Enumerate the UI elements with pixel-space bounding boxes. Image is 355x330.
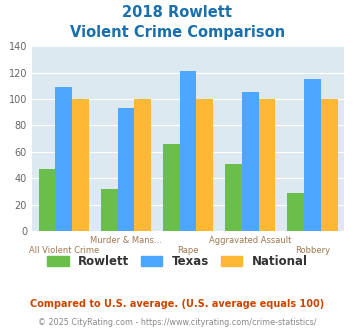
Bar <box>288 193 304 231</box>
Text: Compared to U.S. average. (U.S. average equals 100): Compared to U.S. average. (U.S. average … <box>31 299 324 309</box>
Bar <box>259 99 275 231</box>
Text: Rape: Rape <box>178 246 199 255</box>
Text: Violent Crime Comparison: Violent Crime Comparison <box>70 25 285 40</box>
Bar <box>321 99 338 231</box>
Text: Murder & Mans...: Murder & Mans... <box>90 236 162 245</box>
Bar <box>225 164 242 231</box>
Bar <box>163 144 180 231</box>
Bar <box>39 169 55 231</box>
Bar <box>72 99 89 231</box>
Legend: Rowlett, Texas, National: Rowlett, Texas, National <box>43 250 312 273</box>
Text: Robbery: Robbery <box>295 246 330 255</box>
Text: © 2025 CityRating.com - https://www.cityrating.com/crime-statistics/: © 2025 CityRating.com - https://www.city… <box>38 318 317 327</box>
Text: Aggravated Assault: Aggravated Assault <box>209 236 291 245</box>
Bar <box>242 92 259 231</box>
Bar <box>180 71 196 231</box>
Text: 2018 Rowlett: 2018 Rowlett <box>122 5 233 20</box>
Bar <box>55 87 72 231</box>
Text: All Violent Crime: All Violent Crime <box>29 246 99 255</box>
Bar <box>101 189 118 231</box>
Bar <box>196 99 213 231</box>
Bar <box>304 79 321 231</box>
Bar <box>118 108 134 231</box>
Bar <box>134 99 151 231</box>
